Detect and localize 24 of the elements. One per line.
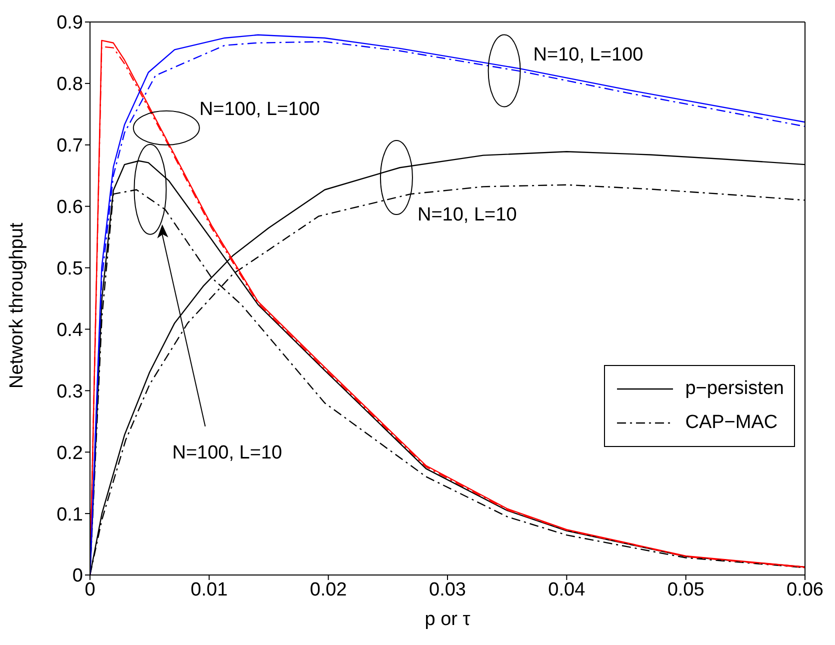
annotation: N=10, L=10 (417, 204, 517, 226)
y-tick-label: 0 (72, 566, 83, 587)
x-tick-label: 0.05 (667, 579, 704, 600)
annotation: N=100, L=100 (199, 98, 320, 120)
x-tick-label: 0.02 (310, 579, 347, 600)
x-tick-label: 0.04 (548, 579, 586, 600)
y-tick-label: 0.1 (56, 504, 83, 526)
x-tick-label: 0.01 (190, 579, 228, 600)
x-tick-label: 0.06 (786, 579, 824, 600)
y-tick-label: 0.4 (56, 320, 84, 341)
x-tick-label: 0.03 (429, 579, 466, 600)
y-tick-label: 0.8 (56, 74, 83, 96)
y-axis-title: Network throughput (6, 222, 28, 388)
y-tick-label: 0.6 (56, 197, 83, 218)
legend-label: CAP−MAC (685, 412, 778, 434)
y-tick-label: 0.3 (56, 381, 83, 402)
annotation: N=100, L=10 (172, 442, 282, 464)
annotation: N=10, L=100 (533, 44, 644, 66)
y-tick-label: 0.9 (56, 12, 83, 34)
y-tick-label: 0.5 (56, 258, 83, 280)
x-axis-title: p or τ (424, 609, 471, 630)
y-tick-label: 0.7 (56, 136, 83, 157)
legend-label: p−persisten (685, 378, 784, 400)
y-tick-label: 0.2 (56, 442, 83, 464)
